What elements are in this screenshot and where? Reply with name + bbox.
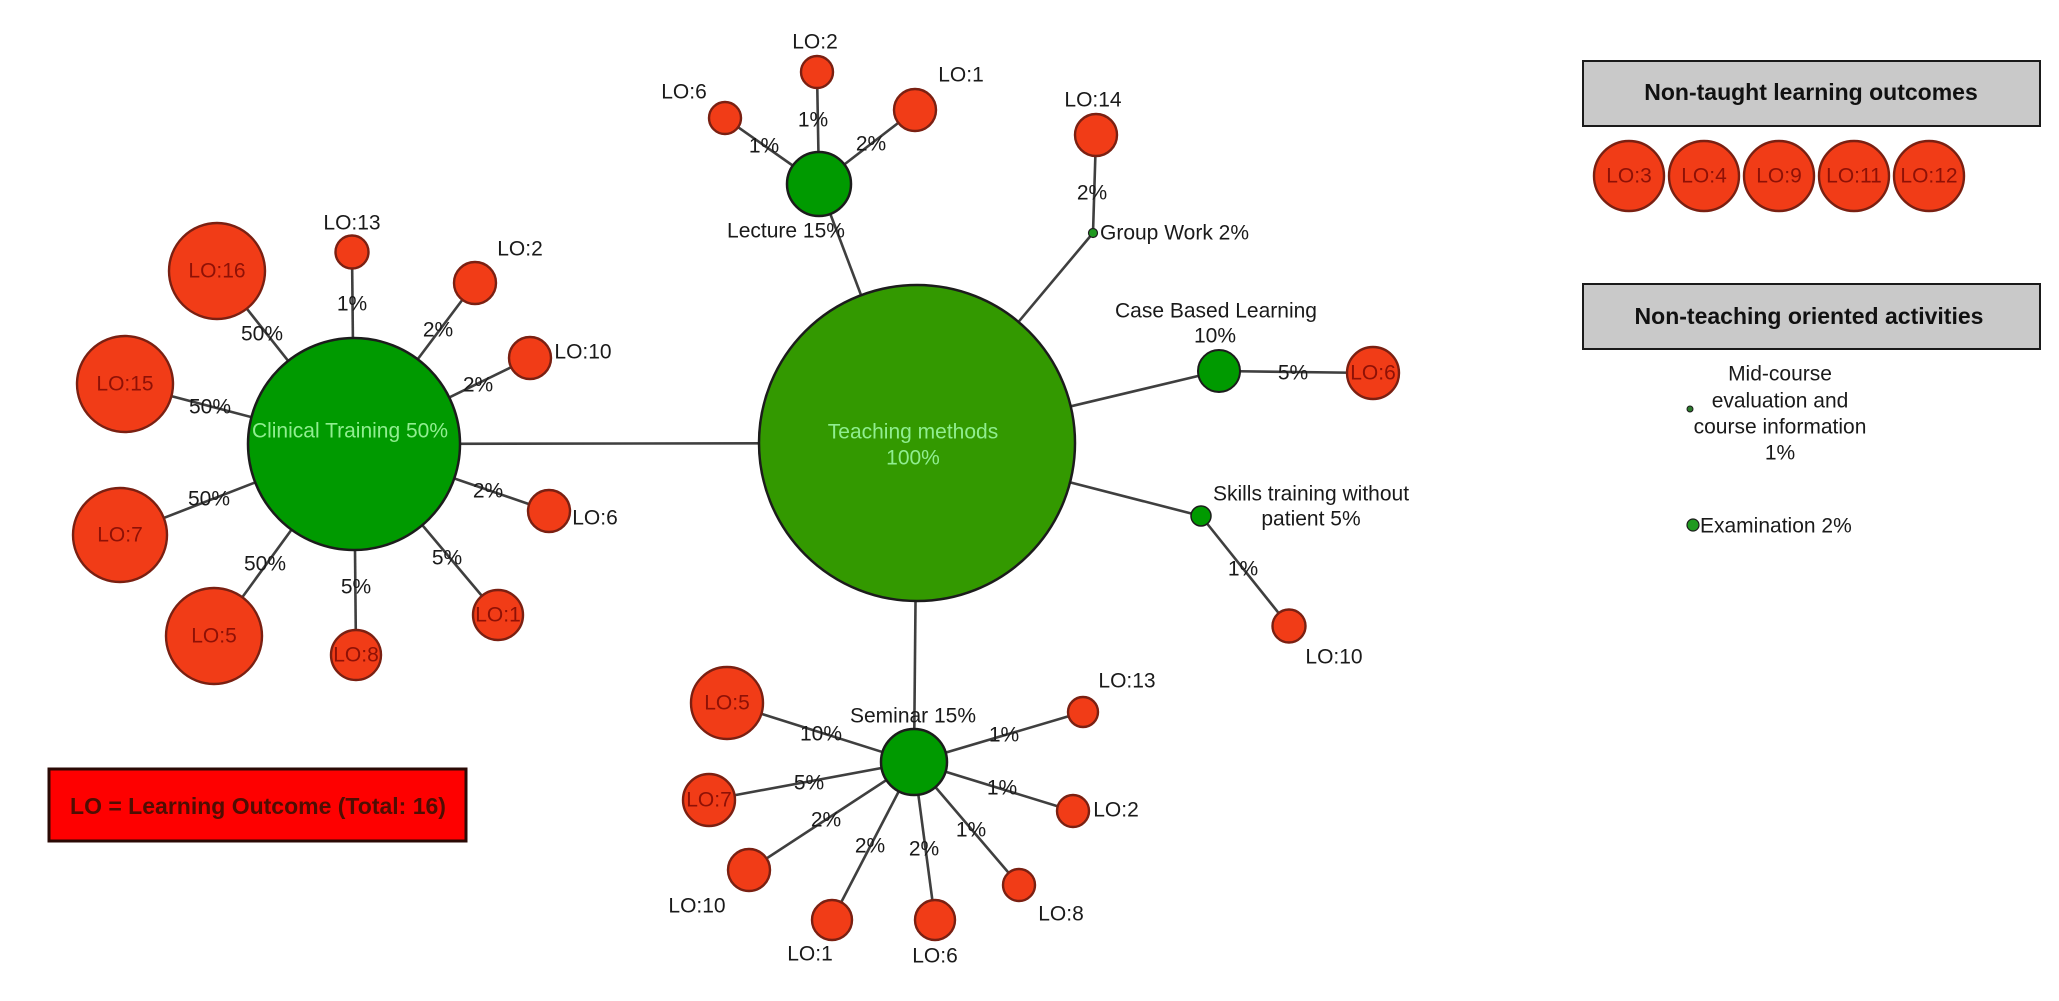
svg-text:50%: 50%	[188, 488, 230, 511]
svg-text:Teaching methods: Teaching methods	[828, 421, 998, 444]
svg-text:LO:12: LO:12	[1900, 165, 1957, 188]
svg-text:LO:6: LO:6	[912, 945, 958, 968]
svg-text:Group Work 2%: Group Work 2%	[1100, 222, 1249, 245]
svg-text:LO:4: LO:4	[1681, 165, 1727, 188]
svg-text:LO:3: LO:3	[1606, 165, 1652, 188]
svg-text:LO:14: LO:14	[1064, 89, 1122, 112]
svg-text:LO:8: LO:8	[333, 644, 379, 667]
svg-text:5%: 5%	[1278, 362, 1308, 385]
svg-text:LO:7: LO:7	[686, 789, 732, 812]
svg-text:LO:13: LO:13	[323, 212, 380, 235]
svg-text:5%: 5%	[794, 772, 824, 795]
svg-text:2%: 2%	[855, 835, 885, 858]
svg-text:Clinical Training 50%: Clinical Training 50%	[252, 420, 448, 443]
svg-text:50%: 50%	[189, 396, 231, 419]
svg-text:LO:9: LO:9	[1756, 165, 1802, 188]
svg-text:Examination 2%: Examination 2%	[1700, 515, 1852, 538]
svg-text:LO:1: LO:1	[787, 943, 833, 966]
svg-text:LO:13: LO:13	[1098, 670, 1155, 693]
svg-text:LO:10: LO:10	[554, 341, 611, 364]
svg-text:LO:6: LO:6	[1350, 362, 1396, 385]
svg-text:LO:1: LO:1	[475, 604, 521, 627]
svg-text:Case Based Learning: Case Based Learning	[1115, 300, 1317, 323]
svg-text:patient 5%: patient 5%	[1261, 508, 1360, 531]
svg-text:LO:10: LO:10	[1305, 646, 1362, 669]
svg-text:5%: 5%	[432, 547, 462, 570]
svg-text:Seminar 15%: Seminar 15%	[850, 705, 976, 728]
svg-text:10%: 10%	[800, 723, 842, 746]
svg-text:1%: 1%	[956, 819, 986, 842]
svg-text:5%: 5%	[341, 576, 371, 599]
svg-text:1%: 1%	[989, 724, 1019, 747]
svg-text:50%: 50%	[241, 323, 283, 346]
svg-text:2%: 2%	[856, 133, 886, 156]
svg-text:LO:7: LO:7	[97, 524, 143, 547]
svg-text:LO:5: LO:5	[704, 692, 750, 715]
svg-text:LO:2: LO:2	[497, 238, 543, 261]
svg-text:evaluation and: evaluation and	[1712, 390, 1849, 413]
svg-text:LO = Learning Outcome (Total:: LO = Learning Outcome (Total: 16)	[70, 793, 446, 819]
svg-text:100%: 100%	[886, 447, 940, 470]
svg-text:2%: 2%	[423, 319, 453, 342]
svg-text:LO:6: LO:6	[661, 81, 707, 104]
svg-text:Mid-course: Mid-course	[1728, 363, 1832, 386]
svg-text:1%: 1%	[987, 777, 1017, 800]
svg-text:50%: 50%	[244, 553, 286, 576]
svg-text:LO:15: LO:15	[96, 373, 153, 396]
svg-text:LO:11: LO:11	[1826, 165, 1882, 188]
svg-text:1%: 1%	[337, 293, 367, 316]
svg-text:LO:10: LO:10	[668, 895, 725, 918]
svg-text:1%: 1%	[1228, 558, 1258, 581]
svg-text:LO:5: LO:5	[191, 625, 237, 648]
svg-text:LO:8: LO:8	[1038, 903, 1084, 926]
svg-text:LO:6: LO:6	[572, 507, 618, 530]
svg-text:2%: 2%	[909, 838, 939, 861]
svg-text:2%: 2%	[463, 374, 493, 397]
svg-text:Lecture 15%: Lecture 15%	[727, 220, 845, 243]
svg-text:LO:2: LO:2	[792, 31, 838, 54]
svg-text:10%: 10%	[1194, 325, 1236, 348]
svg-text:Non-teaching oriented activiti: Non-teaching oriented activities	[1635, 303, 1984, 329]
svg-text:LO:1: LO:1	[938, 64, 984, 87]
svg-text:2%: 2%	[1077, 182, 1107, 205]
svg-text:1%: 1%	[749, 135, 779, 158]
svg-text:1%: 1%	[1765, 442, 1795, 465]
svg-text:1%: 1%	[798, 109, 828, 132]
svg-text:course information: course information	[1694, 416, 1867, 439]
svg-text:2%: 2%	[811, 809, 841, 832]
svg-text:Skills training without: Skills training without	[1213, 483, 1409, 506]
svg-text:2%: 2%	[473, 480, 503, 503]
svg-text:LO:16: LO:16	[188, 260, 245, 283]
svg-text:LO:2: LO:2	[1093, 799, 1139, 822]
svg-text:Non-taught learning outcomes: Non-taught learning outcomes	[1644, 79, 1978, 105]
